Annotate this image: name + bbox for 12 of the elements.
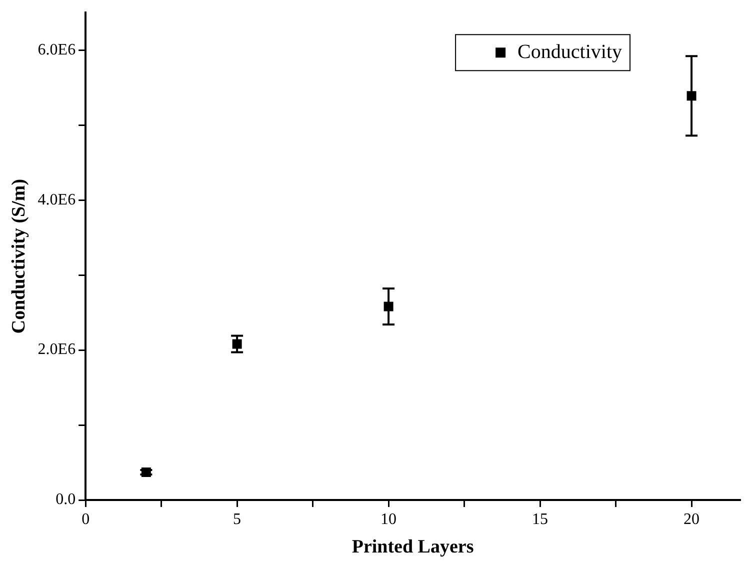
x-tick-label: 20: [684, 510, 700, 528]
y-tick-label: 0.0: [56, 491, 76, 508]
x-axis-title: Printed Layers: [352, 536, 474, 558]
y-tick-label: 6.0E6: [38, 41, 76, 58]
y-axis-title: Conductivity (S/m): [8, 178, 30, 334]
y-tick-label: 4.0E6: [38, 191, 76, 208]
legend-label: Conductivity: [518, 40, 622, 63]
x-tick-label: 0: [82, 510, 90, 528]
x-tick-label: 5: [233, 510, 242, 528]
x-tick-label: 10: [380, 510, 397, 528]
y-tick-label: 2.0E6: [38, 341, 76, 358]
x-tick-label: 15: [532, 510, 548, 528]
